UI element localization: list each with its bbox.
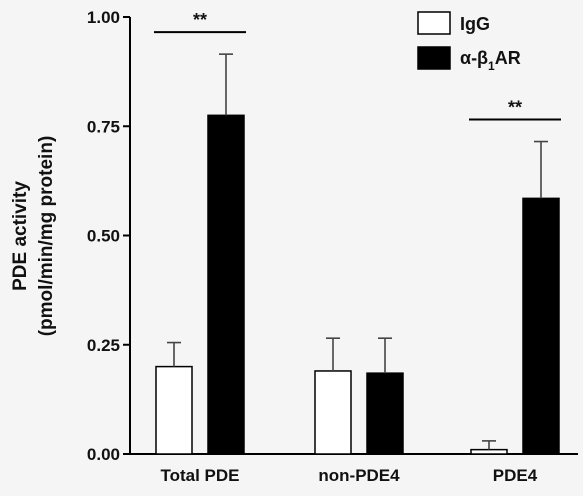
significance-label: ** bbox=[508, 98, 522, 118]
legend-label-anti-beta1ar: α-β1AR bbox=[460, 48, 521, 73]
legend: IgG α-β1AR bbox=[417, 11, 521, 73]
bar-anti-beta1ar-pde4 bbox=[522, 197, 560, 455]
legend-swatch-igg bbox=[417, 11, 451, 35]
y-tick-label: 0.25 bbox=[87, 336, 120, 355]
bar-anti-beta1ar-total-pde bbox=[207, 114, 245, 455]
y-tick-label: 0.50 bbox=[87, 227, 120, 246]
x-tick-label: Total PDE bbox=[160, 466, 239, 485]
y-tick-label: 0.00 bbox=[87, 445, 120, 464]
y-axis-title: PDE activity (pmol/min/mg protein) bbox=[10, 136, 57, 337]
bar-igg-non-pde4 bbox=[314, 370, 352, 455]
bar-igg-total-pde bbox=[155, 365, 193, 455]
legend-label-igg: IgG bbox=[460, 14, 490, 34]
significance-label: ** bbox=[193, 10, 207, 30]
x-tick-label: PDE4 bbox=[493, 466, 538, 485]
y-axis-title-line1: PDE activity bbox=[10, 181, 31, 291]
bar-igg-pde4 bbox=[470, 448, 508, 455]
y-tick-label: 1.00 bbox=[87, 8, 120, 27]
bar-anti-beta1ar-non-pde4 bbox=[366, 372, 404, 455]
x-tick-label: non-PDE4 bbox=[318, 466, 400, 485]
y-tick-label: 0.75 bbox=[87, 117, 120, 136]
legend-swatch-anti-beta1ar bbox=[417, 46, 451, 70]
axes bbox=[129, 17, 578, 455]
y-axis-title-line2: (pmol/min/mg protein) bbox=[36, 136, 57, 337]
